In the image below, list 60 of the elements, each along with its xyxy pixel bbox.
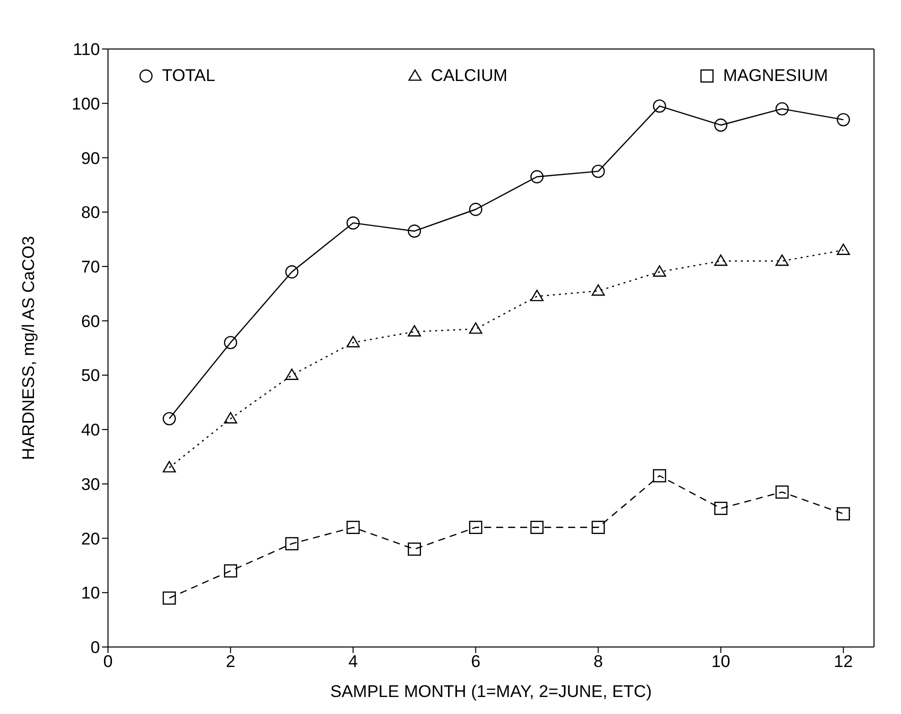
- x-tick-label: 10: [711, 652, 730, 672]
- point: [836, 113, 850, 126]
- point: [592, 164, 605, 178]
- x-tick-label: 0: [103, 652, 113, 672]
- x-tick-label: 4: [348, 652, 358, 672]
- point: [408, 224, 421, 238]
- y-tick-label: 100: [72, 94, 100, 114]
- point: [285, 265, 298, 278]
- point: [346, 520, 360, 534]
- point: [592, 284, 605, 296]
- legend-label: TOTAL: [162, 66, 216, 86]
- point: [346, 216, 360, 230]
- legend-label: CALCIUM: [430, 66, 508, 86]
- point: [224, 336, 238, 350]
- point: [469, 520, 482, 534]
- point: [285, 368, 298, 380]
- point: [408, 325, 421, 336]
- point: [714, 254, 728, 266]
- point: [285, 537, 298, 550]
- y-tick-label: 60: [81, 312, 100, 331]
- y-tick-label: 40: [81, 420, 100, 440]
- point: [652, 469, 666, 482]
- y-tick-label: 30: [81, 474, 100, 494]
- point: [714, 118, 728, 132]
- x-tick-label: 2: [226, 652, 236, 672]
- point: [530, 520, 544, 534]
- x-tick-label: 12: [834, 652, 853, 672]
- x-tick-label: 8: [594, 652, 603, 672]
- y-tick-label: 110: [72, 40, 100, 60]
- y-tick-label: 50: [81, 366, 100, 386]
- point: [836, 507, 850, 520]
- point: [224, 412, 238, 424]
- y-tick-label: 10: [81, 584, 100, 603]
- x-axis-title: SAMPLE MONTH (1=MAY, 2=JUNE, ETC): [330, 682, 652, 701]
- point: [836, 244, 850, 255]
- point: [652, 265, 666, 277]
- point: [408, 542, 421, 556]
- y-tick-label: 0: [90, 638, 100, 658]
- point: [469, 202, 482, 216]
- point: [530, 290, 544, 302]
- y-tick-label: 80: [81, 203, 100, 222]
- point: [346, 336, 360, 348]
- y-tick-label: 20: [81, 529, 100, 548]
- y-tick-label: 90: [81, 148, 100, 168]
- point: [775, 254, 789, 266]
- point: [162, 461, 176, 472]
- y-axis-title: HARDNESS, mg/l AS CaCO3: [19, 236, 38, 460]
- point: [162, 591, 176, 605]
- point: [652, 99, 666, 113]
- point: [592, 520, 605, 534]
- legend-label: MAGNESIUM: [723, 66, 828, 86]
- x-tick-label: 6: [470, 652, 480, 672]
- point: [224, 564, 238, 578]
- point: [469, 322, 482, 334]
- point: [775, 102, 789, 116]
- point: [530, 170, 544, 184]
- point: [162, 412, 176, 426]
- point: [714, 502, 728, 515]
- point: [775, 485, 789, 499]
- y-tick-label: 70: [81, 257, 100, 276]
